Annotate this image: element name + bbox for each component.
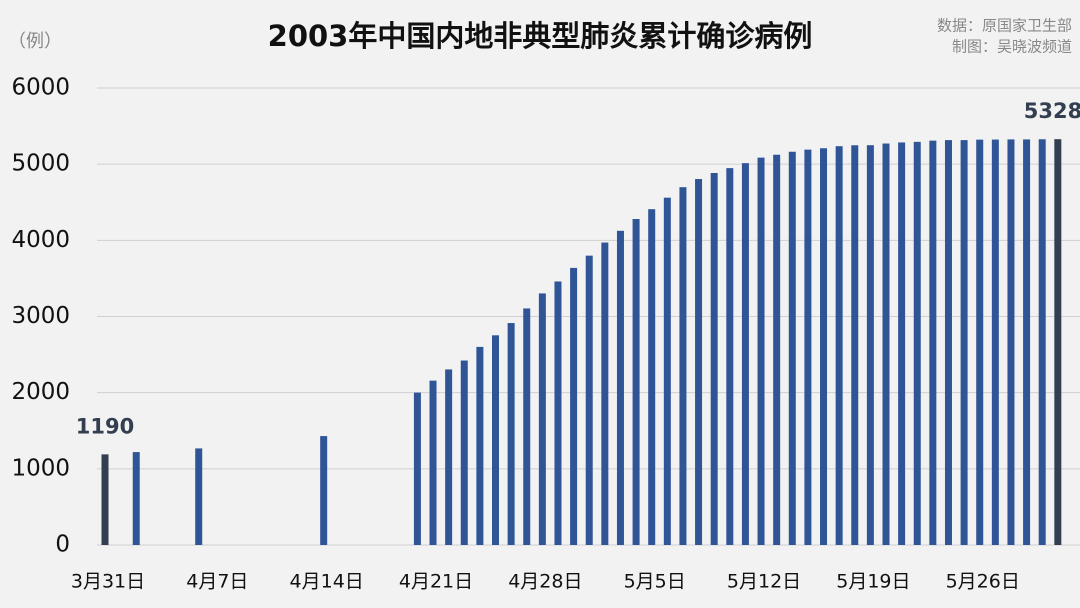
bar	[960, 140, 968, 545]
x-tick-label: 4月28日	[508, 571, 582, 593]
bar	[757, 157, 765, 545]
bar	[476, 346, 484, 545]
bar	[820, 148, 828, 545]
data-label: 1190	[76, 414, 134, 438]
bar	[429, 380, 437, 545]
bar	[741, 163, 749, 545]
bar	[929, 140, 937, 545]
y-unit: （例）	[8, 31, 62, 52]
bar	[976, 139, 984, 546]
bar	[320, 436, 328, 545]
y-tick-label: 5000	[11, 151, 70, 177]
bar	[991, 139, 999, 546]
bar	[570, 267, 578, 545]
bar	[773, 154, 781, 546]
bar	[898, 142, 906, 545]
bar	[1023, 139, 1031, 545]
bar	[1007, 139, 1015, 545]
bar	[1054, 139, 1062, 545]
x-tick-label: 5月5日	[624, 571, 686, 593]
bar	[663, 197, 671, 545]
bar	[679, 187, 687, 545]
bar	[538, 293, 546, 545]
bar	[101, 454, 109, 545]
bar	[788, 151, 796, 545]
bar	[835, 146, 843, 545]
x-tick-label: 4月7日	[186, 571, 248, 593]
bar	[804, 149, 812, 545]
x-tick-label: 3月31日	[71, 571, 145, 593]
y-tick-label: 4000	[11, 227, 70, 253]
y-tick-label: 6000	[11, 75, 70, 101]
chart-title: 2003年中国内地非典型肺炎累计确诊病例	[268, 19, 813, 53]
bar	[882, 143, 890, 545]
bar	[866, 145, 874, 545]
bar	[913, 141, 921, 545]
bar	[710, 173, 718, 545]
bar	[195, 448, 203, 545]
y-tick-label: 2000	[11, 379, 70, 405]
bar	[523, 308, 531, 545]
y-tick-label: 3000	[11, 303, 70, 329]
x-tick-label: 4月21日	[399, 571, 473, 593]
source: 数据：原国家卫生部	[937, 17, 1072, 35]
x-tick-label: 5月19日	[836, 571, 910, 593]
bar	[726, 168, 734, 546]
bar	[460, 360, 468, 545]
bar	[632, 219, 640, 546]
x-tick-label: 4月14日	[290, 571, 364, 593]
bar	[616, 230, 624, 545]
bar	[132, 452, 140, 545]
bar	[507, 323, 515, 545]
bar	[944, 140, 952, 545]
bar	[601, 242, 609, 545]
bar	[445, 369, 453, 545]
bar	[1038, 139, 1046, 545]
y-tick-label: 1000	[11, 455, 70, 481]
bar	[648, 209, 656, 546]
bar	[585, 255, 593, 546]
bar	[554, 281, 562, 545]
bar	[413, 392, 421, 545]
data-label: 5328	[1024, 99, 1080, 123]
x-tick-label: 5月12日	[727, 571, 801, 593]
y-tick-label: 0	[55, 532, 70, 558]
x-tick-label: 5月26日	[946, 571, 1020, 593]
bar	[695, 179, 703, 545]
bar	[492, 335, 499, 545]
bar	[851, 145, 859, 545]
credit: 制图：吴晓波频道	[952, 38, 1072, 56]
